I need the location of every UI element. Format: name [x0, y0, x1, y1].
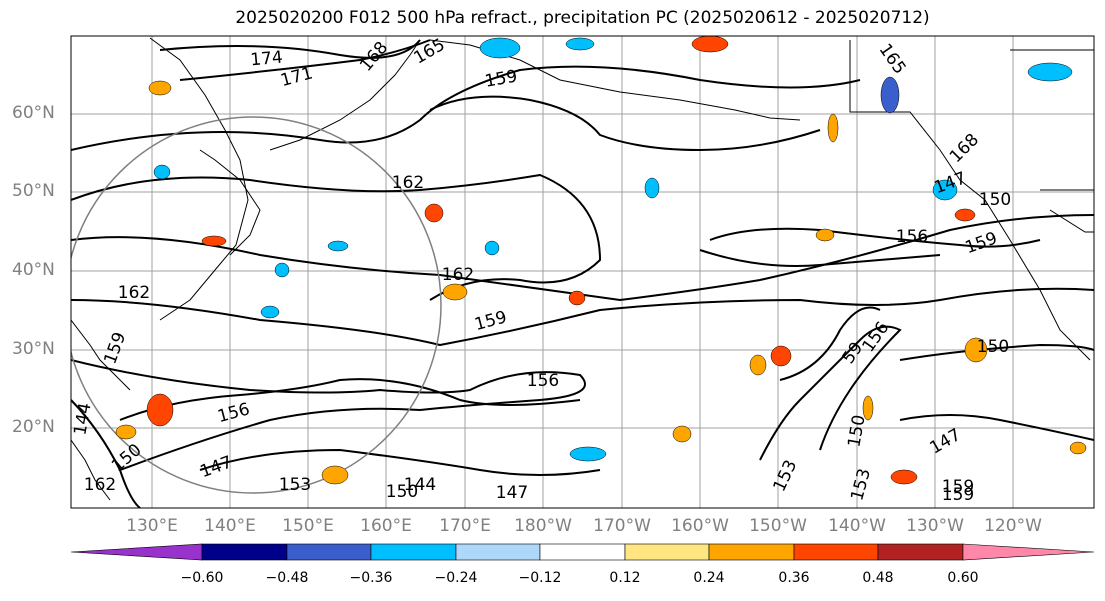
- longitude-label: 140°E: [204, 516, 256, 536]
- contour-label: 162: [118, 283, 150, 303]
- colorbar-segment: [539, 543, 626, 561]
- colorbar-tick-label: 0.36: [778, 570, 810, 586]
- longitude-label: 160°W: [671, 516, 729, 536]
- longitude-label: 150°E: [282, 516, 334, 536]
- latitude-label: 50°N: [12, 181, 55, 201]
- colorbar-segment: [286, 543, 372, 561]
- contour-label: 156: [527, 371, 559, 391]
- refractivity-contours: [71, 39, 1094, 508]
- colorbar-segment: [962, 543, 1095, 561]
- contour-label: 159: [942, 485, 974, 505]
- colorbar-tick-label: 0.12: [609, 570, 641, 586]
- colorbar-tick-label: 0.48: [862, 570, 894, 586]
- longitude-label: 130°E: [126, 516, 178, 536]
- latitude-label: 30°N: [12, 339, 55, 359]
- contour-label: 150: [977, 337, 1009, 357]
- colorbar-segment: [370, 543, 457, 561]
- colorbar-segment: [708, 543, 795, 561]
- longitude-label: 180°W: [514, 516, 572, 536]
- contour-label: 150: [979, 190, 1011, 210]
- longitude-label: 120°W: [984, 516, 1042, 536]
- colorbar-tick-label: −0.12: [518, 570, 562, 586]
- colorbar-tick-label: −0.36: [349, 570, 393, 586]
- precipitation-pc-fill: [115, 36, 1087, 485]
- longitude-label: 170°W: [593, 516, 651, 536]
- colorbar-segment: [70, 543, 203, 561]
- colorbar-segment: [455, 543, 541, 561]
- latitude-label: 40°N: [12, 260, 55, 280]
- contour-label: 144: [404, 475, 436, 495]
- contour-label: 156: [896, 227, 928, 247]
- latitude-label: 60°N: [12, 103, 55, 123]
- colorbar-tick-label: 0.24: [693, 570, 725, 586]
- longitude-label: 170°E: [439, 516, 491, 536]
- colorbar-segment: [877, 543, 964, 561]
- contour-label: 162: [392, 173, 424, 193]
- longitude-label: 150°W: [749, 516, 807, 536]
- colorbar-segment: [624, 543, 710, 561]
- longitude-label: 160°E: [360, 516, 412, 536]
- contour-label: 147: [496, 483, 528, 503]
- longitude-label: 140°W: [828, 516, 886, 536]
- map-frame: [70, 35, 1095, 509]
- contour-label: 162: [442, 265, 474, 285]
- contour-label: 174: [250, 48, 284, 71]
- contour-label: 153: [279, 475, 311, 495]
- colorbar-segment: [201, 543, 288, 561]
- contour-label: 150: [386, 482, 418, 502]
- colorbar-segment: [793, 543, 879, 561]
- map-title: 2025020200 F012 500 hPa refract., precip…: [235, 8, 930, 28]
- colorbar-tick-label: −0.60: [180, 570, 224, 586]
- contour-label: 162: [84, 475, 116, 495]
- longitude-label: 130°W: [906, 516, 964, 536]
- colorbar-tick-label: 0.60: [947, 570, 979, 586]
- contour-label: 159: [942, 477, 974, 497]
- latitude-label: 20°N: [12, 417, 55, 437]
- range-circle: [71, 116, 442, 494]
- colorbar-tick-label: −0.48: [265, 570, 309, 586]
- colorbar-tick-label: −0.24: [434, 570, 478, 586]
